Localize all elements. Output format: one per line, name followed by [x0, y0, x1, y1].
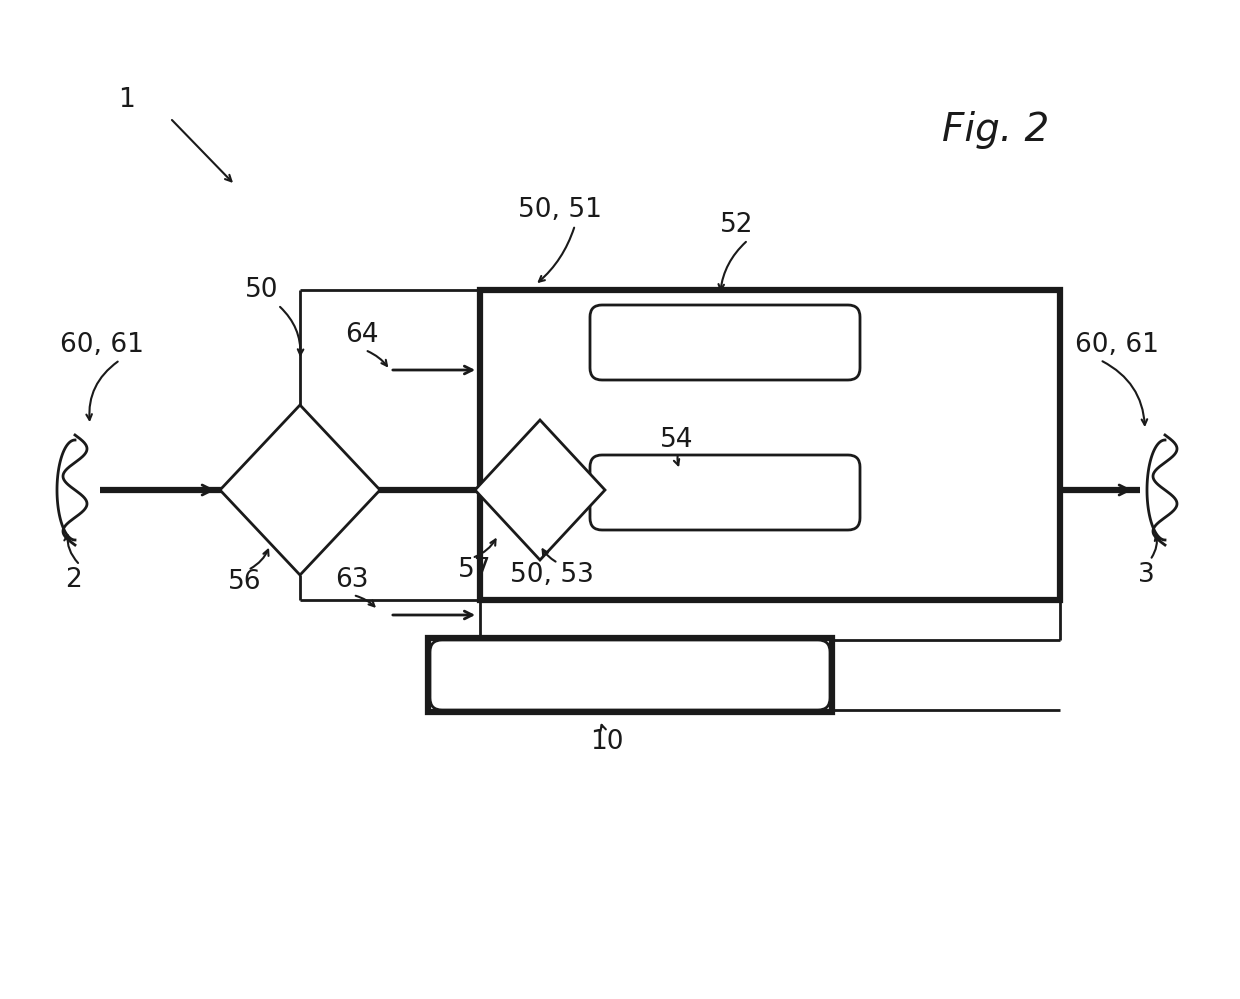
Bar: [428, 638, 832, 712]
Polygon shape: [219, 405, 379, 575]
Text: 64: 64: [345, 322, 378, 348]
Text: 60, 61: 60, 61: [1075, 332, 1159, 358]
Text: 10: 10: [590, 729, 624, 755]
Text: 54: 54: [660, 427, 693, 453]
Text: 50, 51: 50, 51: [518, 197, 601, 223]
Polygon shape: [475, 420, 605, 560]
Text: Fig. 2: Fig. 2: [942, 111, 1049, 149]
Text: 57: 57: [458, 557, 491, 583]
Text: 1: 1: [118, 87, 135, 113]
Text: 50, 53: 50, 53: [510, 562, 594, 588]
Text: 2: 2: [64, 567, 82, 593]
Text: 56: 56: [228, 569, 262, 595]
Text: 50: 50: [246, 277, 279, 303]
Text: 3: 3: [1138, 562, 1154, 588]
Text: 52: 52: [720, 212, 754, 238]
FancyBboxPatch shape: [590, 305, 861, 380]
FancyBboxPatch shape: [430, 640, 830, 710]
Text: 60, 61: 60, 61: [60, 332, 144, 358]
Text: 63: 63: [335, 567, 368, 593]
FancyBboxPatch shape: [590, 455, 861, 530]
Bar: [480, 290, 1060, 600]
